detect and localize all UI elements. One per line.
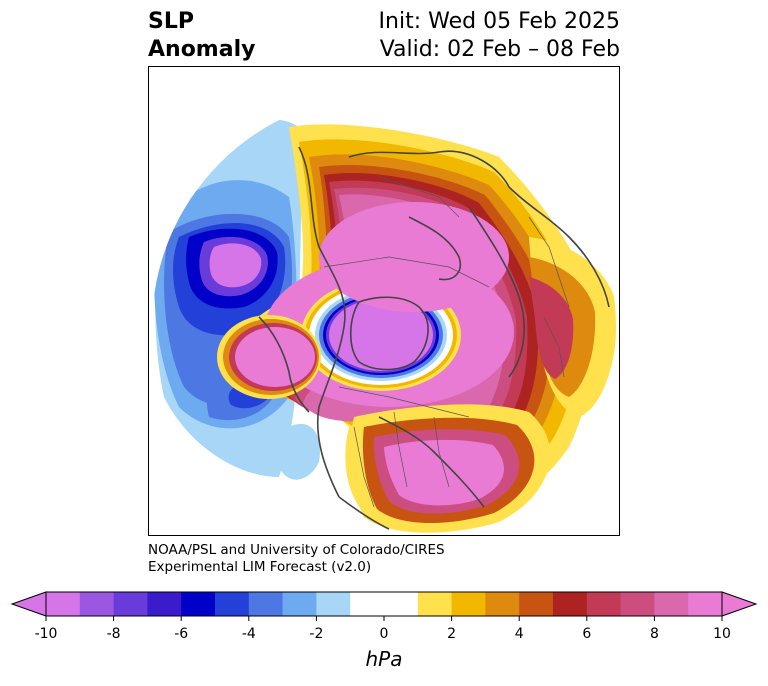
colorbar-swatch bbox=[181, 592, 216, 616]
colorbar-tick-label: -8 bbox=[107, 626, 121, 642]
colorbar-graphic: -10 -8 -6 -4 -2 0 2 4 6 8 10 hPa bbox=[10, 591, 758, 671]
colorbar-swatch bbox=[384, 592, 419, 616]
east-pacific-high-anomaly bbox=[217, 315, 321, 399]
siberia-high-core bbox=[319, 202, 509, 312]
colorbar-tick-label: -6 bbox=[174, 626, 188, 642]
colorbar-swatch bbox=[316, 592, 351, 616]
colorbar-swatch bbox=[519, 592, 554, 616]
colorbar-swatch bbox=[147, 592, 182, 616]
valid-range: Valid: 02 Feb – 08 Feb bbox=[379, 37, 620, 62]
title-line-1: SLP bbox=[148, 9, 194, 34]
colorbar-tick-label: 0 bbox=[380, 626, 389, 642]
credit-text: NOAA/PSL and University of Colorado/CIRE… bbox=[148, 542, 445, 576]
colorbar-swatch bbox=[654, 592, 689, 616]
colorbar-tick-label: -2 bbox=[309, 626, 323, 642]
colorbar-swatch bbox=[350, 592, 385, 616]
map-title: SLP Anomaly bbox=[148, 8, 255, 64]
colorbar-tick-label: 10 bbox=[713, 626, 731, 642]
colorbar-tick-label: -4 bbox=[242, 626, 256, 642]
credit-line-1: NOAA/PSL and University of Colorado/CIRE… bbox=[148, 542, 445, 558]
colorbar-tick-label: 6 bbox=[582, 626, 591, 642]
colorbar-swatch bbox=[586, 592, 622, 616]
greenland-low-anomaly bbox=[264, 257, 514, 407]
colorbar: -10 -8 -6 -4 -2 0 2 4 6 8 10 hPa bbox=[10, 588, 758, 671]
colorbar-swatch bbox=[215, 592, 250, 616]
atlantic-high-anomaly bbox=[529, 237, 616, 417]
colorbar-swatch bbox=[46, 592, 81, 616]
colorbar-tick-label: 2 bbox=[447, 626, 456, 642]
borders bbox=[323, 176, 570, 508]
forecast-dates: Init: Wed 05 Feb 2025 Valid: 02 Feb – 08… bbox=[379, 8, 620, 64]
colorbar-swatch bbox=[688, 592, 723, 616]
colorbar-tick-label: 4 bbox=[515, 626, 524, 642]
colorbar-swatch bbox=[451, 592, 486, 616]
title-line-2: Anomaly bbox=[148, 37, 256, 62]
colorbar-swatch bbox=[79, 592, 115, 616]
coastlines bbox=[258, 146, 610, 530]
init-date: Init: Wed 05 Feb 2025 bbox=[378, 9, 620, 34]
colorbar-over-extension bbox=[721, 591, 758, 617]
map-panel bbox=[148, 66, 620, 536]
credit-line-2: Experimental LIM Forecast (v2.0) bbox=[148, 559, 372, 575]
colorbar-swatch bbox=[485, 592, 520, 616]
colorbar-swatch bbox=[620, 592, 655, 616]
colorbar-unit-label: hPa bbox=[366, 647, 403, 671]
colorbar-swatch bbox=[282, 592, 317, 616]
colorbar-tick-label: 8 bbox=[650, 626, 659, 642]
colorbar-swatch bbox=[553, 592, 588, 616]
colorbar-under-extension bbox=[10, 591, 47, 617]
colorbar-swatch bbox=[113, 592, 148, 616]
colorbar-swatch bbox=[417, 592, 453, 616]
colorbar-swatch bbox=[248, 592, 284, 616]
slp-anomaly-map bbox=[152, 95, 616, 535]
colorbar-tick-label: -10 bbox=[35, 626, 58, 642]
